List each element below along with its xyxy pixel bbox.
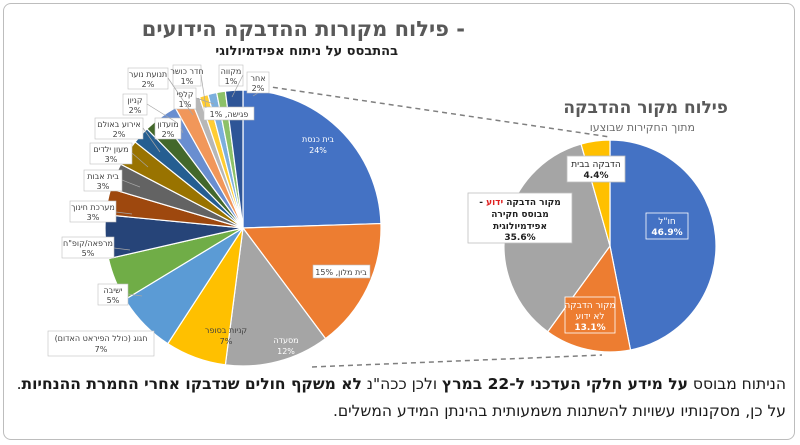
- left-pie-slice-0: [242, 89, 382, 229]
- left-chart-subtitle: בהתבסס על ניתוח אפידמיולוגי: [215, 44, 398, 59]
- label-mall-name: קניון: [127, 96, 142, 105]
- label-known-line3: אפידמיולוגית: [493, 222, 547, 232]
- label-ballot-value: 1%: [179, 100, 192, 109]
- label-youth-value: 2%: [142, 80, 155, 89]
- label-gym-name: חדר כושר: [170, 67, 203, 76]
- label-ballot: קלפי 1%: [173, 87, 197, 110]
- left-pie: [104, 89, 382, 367]
- label-daycare: מעון ילדים 3%: [89, 142, 133, 165]
- label-daycare-value: 3%: [105, 155, 118, 164]
- left-pie-slice-18: [224, 89, 244, 229]
- label-other-value: 2%: [252, 84, 265, 93]
- label-known-line2: מבוסס חקירה: [491, 210, 549, 220]
- left-pie-slice-1: [241, 222, 382, 340]
- label-education: מערכת חינוך 3%: [69, 200, 117, 223]
- footer-text-2: ולכן ככה"נ: [361, 375, 442, 393]
- label-home-value: 4.4%: [584, 171, 609, 181]
- label-known-value: 35.6%: [504, 233, 535, 243]
- label-hagag-box: [47, 330, 155, 357]
- footer-text-1: הניתוח מבוסס: [687, 375, 786, 393]
- label-club: מועדון 2%: [154, 117, 182, 140]
- label-education-name: מערכת חינוך: [71, 203, 115, 212]
- label-clinic: מרפאה/קופ"ח 5%: [61, 236, 115, 259]
- label-mikveh-name: מקווה: [221, 67, 242, 76]
- label-yeshiva: ישיבה 5%: [97, 283, 129, 306]
- label-supermarket-name: קניות בסופר: [205, 326, 247, 335]
- label-yeshiva-name: ישיבה: [103, 286, 122, 295]
- label-unknown-line1: מקור הדבקה: [564, 301, 615, 311]
- label-gym: חדר כושר 1%: [170, 64, 204, 87]
- label-synagogue-value: 24%: [309, 146, 327, 155]
- label-other-name: אחר: [250, 74, 265, 83]
- label-known: מקור הדבקה ידוע - מבוסס חקירה אפידמיולוג…: [467, 192, 573, 244]
- label-hotel: בית מלון, 15%: [315, 268, 367, 277]
- footer-note: הניתוח מבוסס על מידע חלקי העדכני ל-22 במ…: [10, 371, 786, 425]
- left-pie-slice-2: [224, 226, 327, 367]
- label-youth-name: תנועת נוער: [129, 70, 167, 79]
- label-daycare-name: מעון ילדים: [93, 145, 128, 154]
- footer-bold-1: על מידע חלקי העדכני ל-22 במרץ: [441, 375, 688, 393]
- label-abroad-value: 46.9%: [651, 228, 682, 238]
- label-mikveh: מקווה 1%: [218, 64, 244, 87]
- label-mall-value: 2%: [129, 106, 142, 115]
- label-hagag-name: חגוג (כולל הפיראט האדום): [55, 334, 148, 343]
- label-mikveh-value: 1%: [225, 77, 238, 86]
- right-chart-title: פילוח מקור ההדבקה: [563, 98, 728, 118]
- label-nursing-name: בית אבות: [87, 172, 119, 181]
- label-hall: אירוע באולם 2%: [94, 117, 144, 140]
- footer-text-3: . על כן, מסקנותיו עשויות להשתנות משמעותי…: [16, 375, 786, 420]
- label-restaurant-name: מסעדה: [273, 336, 298, 345]
- label-meeting: פגישה, 1%: [203, 106, 255, 121]
- label-abroad-name: חו"ל: [658, 217, 676, 227]
- connector-top-line: [263, 85, 611, 138]
- label-home: הדבקה בבית 4.4%: [566, 155, 626, 183]
- label-synagogue-name: בית כנסת: [302, 135, 334, 144]
- right-pie-slice-0: [609, 139, 717, 351]
- label-unknown-value: 13.1%: [574, 323, 605, 333]
- label-ballot-name: קלפי: [176, 90, 193, 99]
- label-gym-value: 1%: [181, 77, 194, 86]
- label-home-name: הדבקה בבית: [571, 160, 621, 170]
- label-nursing: בית אבות 3%: [83, 169, 123, 192]
- label-hagag-value: 7%: [95, 345, 108, 354]
- label-hall-name: אירוע באולם: [97, 120, 140, 129]
- label-known-line1: מקור הדבקה ידוע -: [479, 198, 561, 208]
- left-chart-title: פילוח מקורות ההדבקה הידועים -: [142, 17, 465, 41]
- label-clinic-name: מרפאה/קופ"ח: [63, 239, 113, 248]
- label-other: אחר 2%: [246, 71, 270, 94]
- connector-bottom-line: [311, 354, 603, 368]
- label-abroad: חו"ל 46.9%: [645, 212, 689, 240]
- leader-lines: [113, 74, 259, 297]
- label-club-name: מועדון: [157, 120, 178, 129]
- label-meeting-text: פגישה, 1%: [210, 110, 249, 119]
- label-mall: קניון 2%: [122, 93, 148, 116]
- label-nursing-value: 3%: [97, 182, 110, 191]
- label-hall-value: 2%: [113, 130, 126, 139]
- right-chart-subtitle: מתוך החקירות שבוצעו: [590, 121, 695, 134]
- label-club-value: 2%: [162, 130, 175, 139]
- label-youth: תנועת נוער 2%: [127, 67, 169, 90]
- footer-bold-2: לא משקף חולים שנדבקו אחרי החמרת ההנחיות: [21, 375, 362, 393]
- label-education-value: 3%: [87, 213, 100, 222]
- label-unknown-line2: לא ידוע: [575, 312, 604, 322]
- label-supermarket-value: 7%: [220, 337, 233, 346]
- label-unknown: מקור הדבקה לא ידוע 13.1%: [564, 296, 616, 334]
- label-hotel-box: [312, 264, 371, 279]
- label-clinic-value: 5%: [82, 249, 95, 258]
- label-yeshiva-value: 5%: [107, 296, 120, 305]
- label-restaurant-value: 12%: [277, 347, 295, 356]
